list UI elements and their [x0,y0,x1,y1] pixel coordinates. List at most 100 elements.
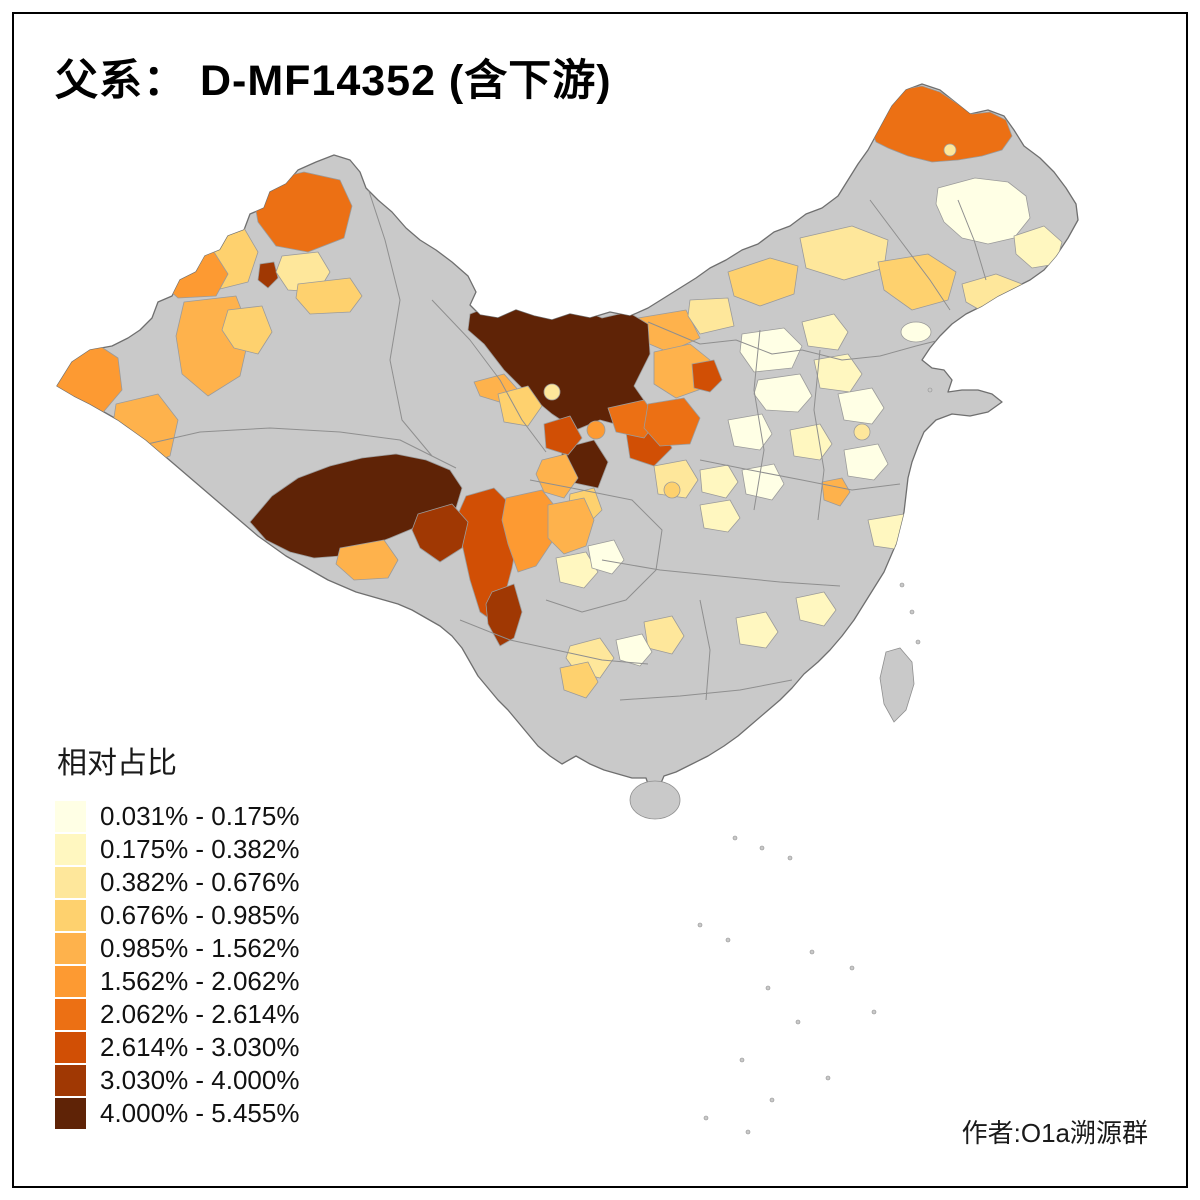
map-region-s7 [795,591,837,627]
taiwan-island [879,647,915,723]
islet-dot [759,845,765,851]
legend-label: 3.030% - 4.000% [100,1065,300,1095]
colored-regions [57,85,1063,701]
islet-dot [765,985,771,991]
map-region-tibet-orange [335,539,399,581]
map-region-nx-2 [643,397,701,447]
legend-item: 1.562% - 2.062% [55,965,299,998]
map-region-c3 [699,499,741,533]
map-region-xj-3 [257,261,279,289]
legend-swatch [55,933,86,964]
map-region-e1 [739,327,803,373]
islet-dot [787,855,793,861]
legend-swatch [55,801,86,832]
map-region-e2 [801,313,849,351]
legend-swatch [55,1065,86,1096]
legend-label: 2.062% - 2.614% [100,999,300,1029]
legend-item: 2.614% - 3.030% [55,1031,299,1064]
legend-swatch [55,900,86,931]
map-region-e6 [853,423,871,441]
legend-swatch [55,834,86,865]
islet-dot [825,1075,831,1081]
legend: 相对占比 0.031% - 0.175% 0.175% - 0.382% 0.3… [55,738,299,1130]
map-region-e4 [813,353,863,393]
map-region-c2 [663,481,681,499]
legend-item: 0.175% - 0.382% [55,833,299,866]
legend-swatch [55,966,86,997]
legend-label: 0.031% - 0.175% [100,801,300,831]
legend-label: 0.985% - 1.562% [100,933,300,963]
map-region-e3 [753,373,813,413]
map-region-s8 [615,633,653,667]
islet-dot [927,387,933,393]
map-region-lz-2 [543,415,583,456]
islet-dot [697,922,703,928]
legend-item: 4.000% - 5.455% [55,1097,299,1130]
map-region-sc-lt [547,497,595,555]
islet-dot [871,1009,877,1015]
author-credit: 作者:O1a溯源群 [961,1118,1148,1148]
map-region-im-1 [727,257,799,307]
map-region-e8 [789,423,833,461]
legend-label: 0.382% - 0.676% [100,867,300,897]
legend-item: 3.030% - 4.000% [55,1064,299,1097]
map-region-xj-5 [295,277,363,315]
map-region-s4 [559,661,599,699]
map-region-im-3 [877,253,957,311]
islet-dot [739,1057,745,1063]
islet-dot [725,937,731,943]
legend-label: 2.614% - 3.030% [100,1032,300,1062]
map-region-e11 [867,513,915,551]
map-region-ne-2 [943,143,957,157]
legend-label: 0.676% - 0.985% [100,900,300,930]
map-region-e14 [699,464,739,499]
map-region-e5 [837,387,885,425]
legend-swatch [55,867,86,898]
map-region-sc-tip [485,583,523,647]
legend-label: 4.000% - 5.455% [100,1098,300,1128]
map-region-e13 [741,463,785,501]
hainan-island [629,780,681,820]
map-region-tibet-dark2 [411,503,469,563]
legend-label: 1.562% - 2.062% [100,966,300,996]
legend-item: 2.062% - 2.614% [55,998,299,1031]
islet-dot [745,1129,751,1135]
legend-item: 0.382% - 0.676% [55,866,299,899]
islet-dot [809,949,815,955]
province-borders [129,169,987,701]
islet-dot [909,609,915,615]
islet-dot [703,1115,709,1121]
map-region-qh-3 [543,383,561,401]
map-region-ne-1 [871,85,1013,163]
map-region-e7 [727,413,773,451]
map-region-lz-3 [586,420,606,440]
legend-swatch [55,1098,86,1129]
map-region-e12 [894,540,910,556]
legend-swatch [55,1032,86,1063]
islet-dot [899,582,905,588]
map-region-sx-dot [691,359,723,393]
map-region-s2 [587,539,625,575]
islet-dot [732,835,738,841]
map-region-sc-orange [501,489,559,573]
map-region-e9 [843,443,889,481]
legend-item: 0.676% - 0.985% [55,899,299,932]
map-region-xj-6 [157,251,229,299]
map-region-s1 [555,551,599,589]
islet-dot [769,1097,775,1103]
map-region-xj-8 [221,305,273,355]
legend-swatch [55,999,86,1030]
islands [629,387,933,1135]
map-region-im-5 [687,297,735,335]
legend-title: 相对占比 [57,747,177,780]
legend-item: 0.031% - 0.175% [55,800,299,833]
legend-label: 0.175% - 0.382% [100,834,300,864]
map-region-ne-6 [900,321,932,343]
islet-dot [849,965,855,971]
map-title: 父系： D-MF14352 (含下游) [55,57,612,105]
map-region-s6 [735,611,779,649]
islet-dot [795,1019,801,1025]
islet-dot [915,639,921,645]
